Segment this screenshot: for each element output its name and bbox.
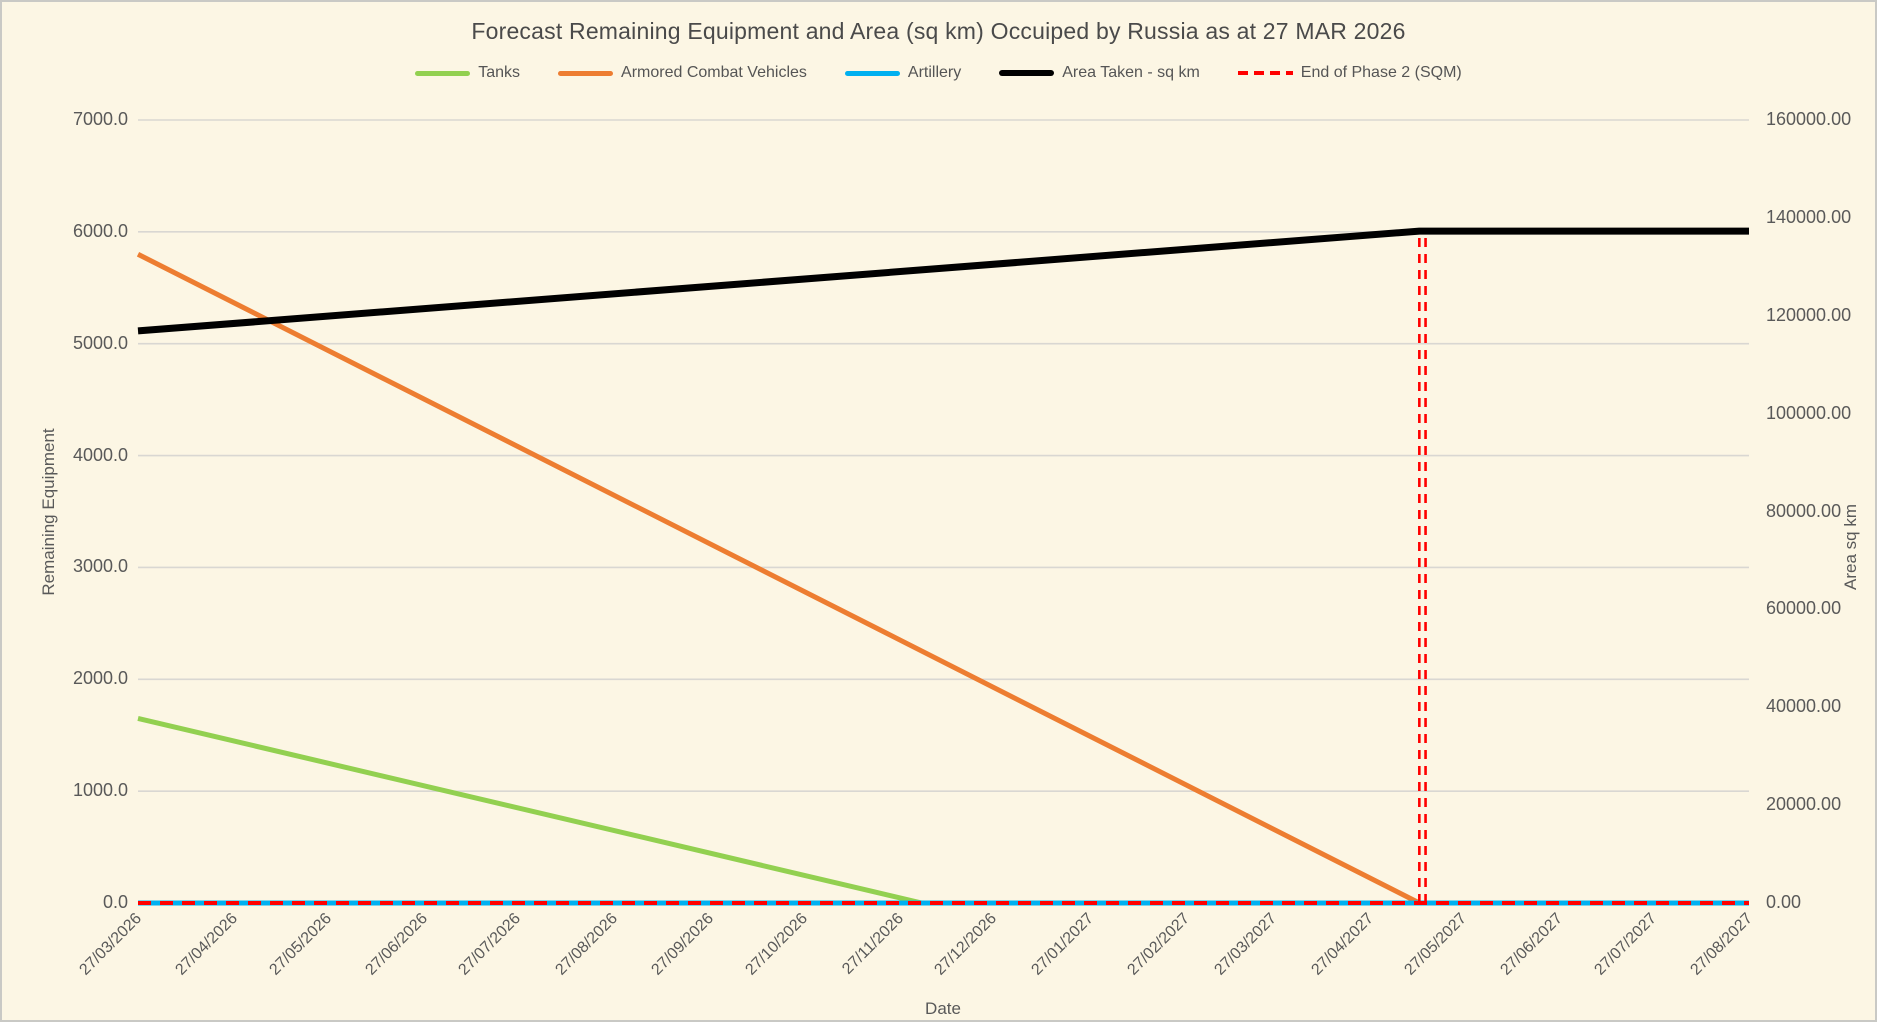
y-right-axis-title: Area sq km	[1841, 504, 1860, 590]
legend-item-artillery[interactable]: Artillery	[844, 64, 962, 82]
legend-line-icon	[999, 70, 1055, 76]
legend-label: Armored Combat Vehicles	[621, 64, 807, 81]
legend-item-armored-combat-vehicles[interactable]: Armored Combat Vehicles	[558, 64, 807, 82]
legend-line-icon	[415, 70, 471, 76]
y-right-tick-label: 140000.00	[1766, 206, 1852, 227]
y-right-tick-label: 120000.00	[1766, 304, 1852, 325]
y-left-tick-label: 3000.0	[72, 556, 128, 577]
y-right-tick-label: 100000.00	[1766, 402, 1852, 423]
y-left-tick-label: 4000.0	[72, 444, 128, 465]
series-line-armored-combat-vehicles	[136, 251, 1749, 906]
legend-line-icon	[844, 70, 900, 76]
y-right-tick-label: 160000.00	[1766, 109, 1852, 129]
y-left-axis-title: Remaining Equipment	[39, 428, 58, 596]
legend-line-icon	[558, 70, 614, 76]
y-left-tick-label: 1000.0	[72, 780, 128, 801]
series-line-area-taken-sq-km	[137, 227, 1749, 335]
x-axis-title: Date	[925, 999, 961, 1018]
chart-title: Forecast Remaining Equipment and Area (s…	[471, 18, 1406, 44]
y-left-tick-label: 5000.0	[72, 332, 128, 353]
legend-item-tanks[interactable]: Tanks	[415, 64, 520, 82]
legend-label: End of Phase 2 (SQM)	[1300, 64, 1462, 81]
y-left-tick-label: 0.0	[102, 892, 128, 912]
legend-item-end-of-phase-2-sqm-[interactable]: End of Phase 2 (SQM)	[1237, 64, 1462, 82]
y-left-tick-label: 2000.0	[72, 668, 128, 689]
legend-label: Tanks	[478, 64, 521, 81]
legend-label: Artillery	[907, 64, 962, 81]
legend-dashed-line-icon	[1237, 71, 1293, 75]
y-right-tick-label: 0.00	[1766, 892, 1802, 912]
y-right-tick-label: 60000.00	[1766, 598, 1842, 619]
y-left-tick-label: 6000.0	[72, 220, 128, 241]
chart-legend: Tanks Armored Combat Vehicles Artillery Are…	[2, 64, 1875, 82]
y-right-tick-label: 40000.00	[1766, 696, 1842, 717]
legend-item-area-taken-sq-km[interactable]: Area Taken - sq km	[999, 64, 1200, 82]
y-right-tick-label: 20000.00	[1766, 794, 1842, 815]
y-left-tick-label: 7000.0	[72, 109, 128, 129]
series-line-tanks	[137, 716, 1749, 906]
legend-label: Area Taken - sq km	[1062, 64, 1200, 81]
y-right-tick-label: 80000.00	[1766, 500, 1842, 521]
